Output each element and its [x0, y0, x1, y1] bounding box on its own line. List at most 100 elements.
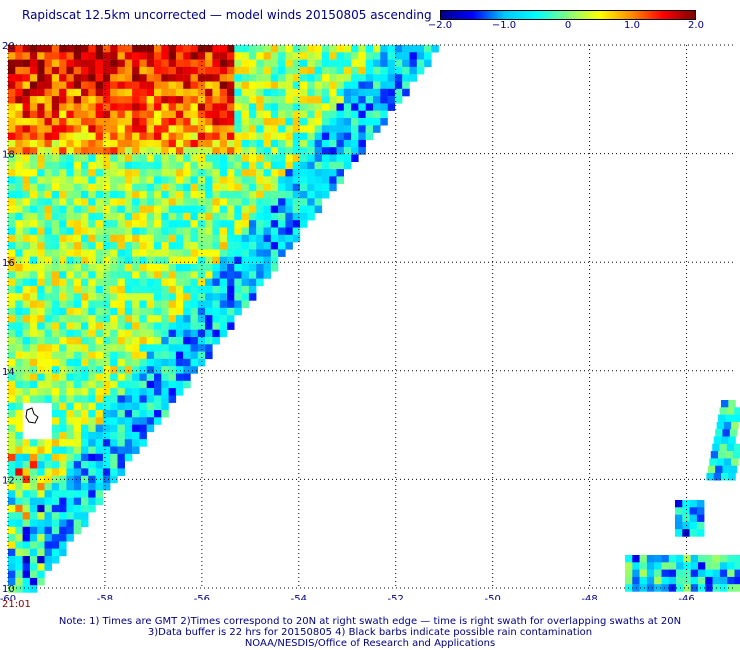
- wind-cell: [81, 52, 89, 60]
- wind-cell: [59, 147, 67, 155]
- wind-cell: [95, 417, 104, 425]
- wind-cell: [197, 293, 206, 301]
- wind-cell: [102, 322, 111, 330]
- wind-cell: [110, 475, 118, 484]
- wind-cell: [285, 198, 293, 206]
- wind-cell: [146, 424, 155, 433]
- wind-cell: [8, 453, 16, 462]
- wind-cell: [256, 118, 264, 126]
- wind-cell: [124, 220, 133, 228]
- wind-cell: [73, 110, 82, 119]
- wind-cell: [234, 227, 242, 235]
- wind-cell: [66, 351, 74, 360]
- wind-cell: [380, 88, 388, 97]
- wind-cell: [248, 212, 257, 221]
- wind-cell: [676, 555, 684, 563]
- wind-cell: [205, 315, 213, 323]
- wind-cell: [81, 234, 89, 243]
- wind-cell: [110, 169, 118, 177]
- wind-cell: [190, 191, 198, 199]
- wind-cell: [59, 132, 67, 141]
- wind-cell: [22, 534, 31, 542]
- wind-cell: [44, 315, 52, 323]
- wind-cell: [212, 278, 220, 287]
- wind-cell: [154, 212, 162, 221]
- wind-cell: [66, 132, 74, 141]
- wind-cell: [336, 81, 344, 89]
- wind-cell: [154, 59, 162, 68]
- wind-cell: [44, 293, 52, 301]
- wind-cell: [248, 271, 257, 279]
- wind-cell: [154, 285, 162, 294]
- wind-cell: [132, 161, 140, 170]
- wind-cell: [190, 103, 198, 111]
- wind-cell: [139, 103, 147, 111]
- swath-time-label: 21:01: [2, 599, 31, 610]
- wind-cell: [234, 191, 242, 199]
- wind-cell: [248, 110, 257, 119]
- wind-cell: [81, 81, 89, 89]
- wind-cell: [73, 227, 82, 235]
- wind-cell: [307, 147, 315, 155]
- wind-cell: [212, 191, 220, 199]
- wind-cell: [66, 504, 74, 513]
- wind-cell: [73, 337, 82, 345]
- wind-cell: [22, 504, 31, 513]
- wind-cell: [146, 74, 155, 82]
- wind-cell: [241, 227, 250, 235]
- wind-cell: [285, 227, 293, 235]
- wind-cell: [22, 366, 31, 374]
- wind-cell: [110, 315, 118, 323]
- wind-cell: [205, 45, 213, 53]
- wind-cell: [29, 66, 38, 75]
- wind-cell: [625, 555, 633, 563]
- wind-cell: [81, 439, 89, 447]
- wind-cell: [314, 81, 323, 89]
- wind-cell: [270, 227, 279, 235]
- wind-cell: [44, 526, 52, 535]
- wind-cell: [139, 337, 147, 345]
- wind-cell: [51, 526, 60, 535]
- wind-cell: [81, 212, 89, 221]
- wind-cell: [241, 278, 250, 287]
- wind-cell: [219, 74, 228, 82]
- wind-cell: [73, 446, 82, 454]
- wind-cell: [329, 118, 337, 126]
- wind-cell: [358, 96, 366, 104]
- wind-cell: [117, 446, 125, 454]
- wind-cell: [161, 344, 169, 352]
- wind-cell: [227, 74, 235, 82]
- wind-cell: [278, 147, 286, 155]
- wind-cell: [81, 315, 89, 323]
- wind-cell: [95, 271, 104, 279]
- wind-cell: [73, 483, 82, 491]
- wind-cell: [263, 249, 271, 257]
- wind-cell: [59, 52, 67, 60]
- wind-cell: [394, 96, 403, 104]
- wind-cell: [110, 271, 118, 279]
- wind-cell: [248, 293, 257, 301]
- wind-cell: [29, 205, 38, 214]
- wind-cell: [59, 534, 67, 542]
- wind-cell: [285, 220, 293, 228]
- wind-cell: [300, 74, 308, 82]
- wind-cell: [15, 534, 23, 542]
- wind-cell: [132, 424, 140, 433]
- wind-cell: [227, 110, 235, 119]
- wind-cell: [329, 169, 337, 177]
- wind-cell: [248, 242, 257, 250]
- wind-cell: [51, 410, 60, 418]
- wind-cell: [88, 59, 96, 68]
- wind-cell: [110, 395, 118, 403]
- wind-cell: [154, 110, 162, 119]
- wind-cell: [22, 59, 31, 68]
- wind-cell: [212, 52, 220, 60]
- wind-cell: [59, 278, 67, 287]
- wind-cell: [51, 220, 60, 228]
- wind-cell: [336, 154, 344, 162]
- wind-cell: [95, 278, 104, 287]
- wind-cell: [270, 96, 279, 104]
- wind-cell: [66, 169, 74, 177]
- wind-cell: [124, 322, 133, 330]
